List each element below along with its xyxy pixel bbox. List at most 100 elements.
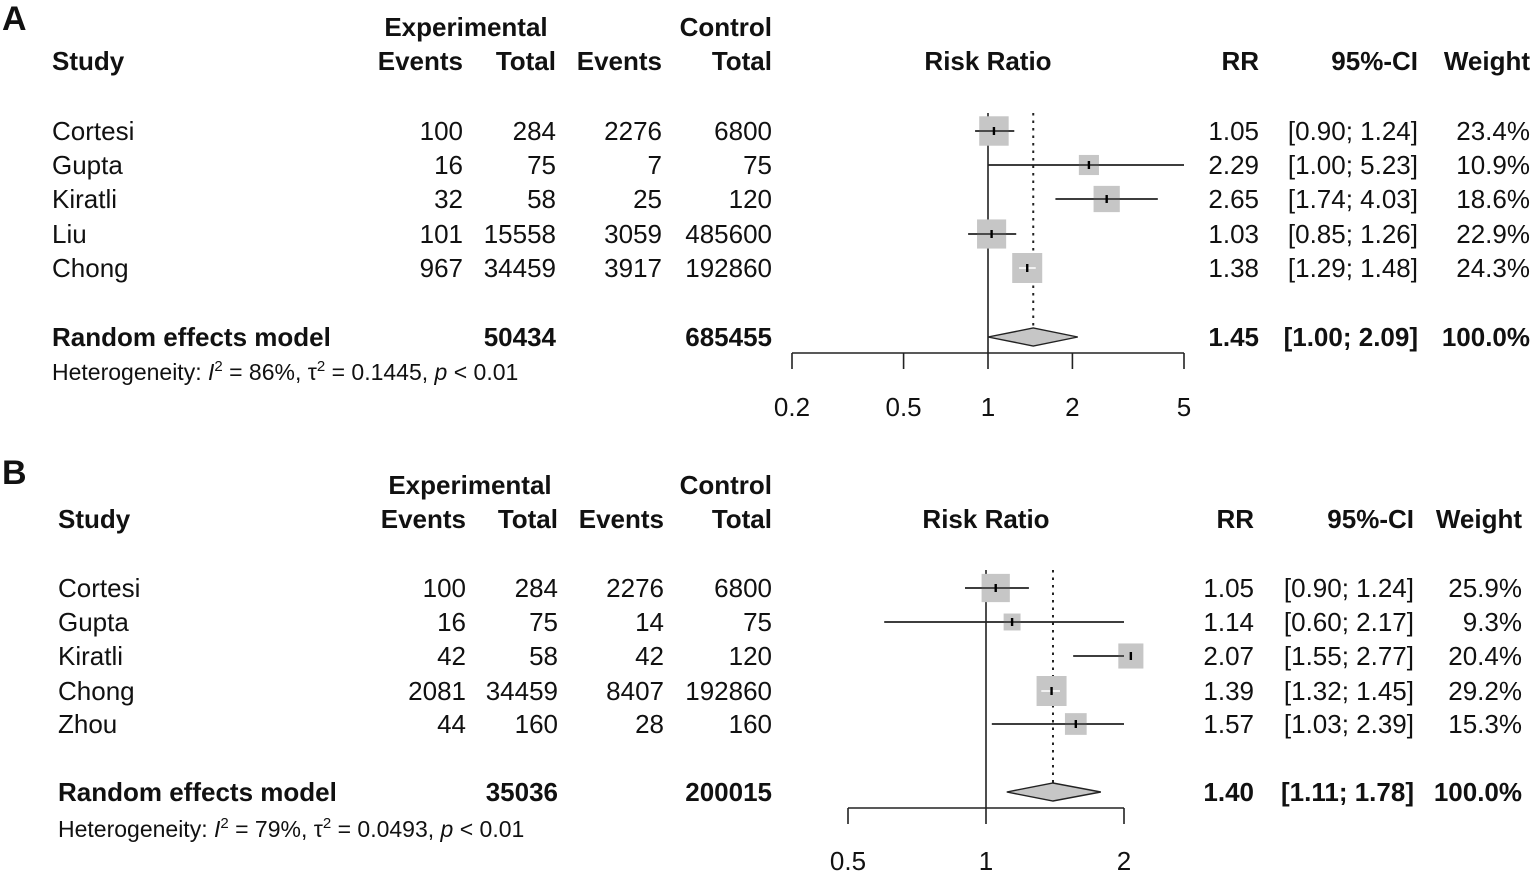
heterogeneity-text: Heterogeneity: I2 = 86%, τ2 = 0.1445, p … xyxy=(52,357,518,387)
header-exp-total: Total xyxy=(497,504,558,534)
exp-events-cell: 2081 xyxy=(408,676,466,706)
x-axis-tick-label: 0.5 xyxy=(830,846,866,876)
exp-events-cell: 44 xyxy=(437,709,466,739)
ctl-total-cell: 485600 xyxy=(685,219,772,249)
ctl-events-cell: 42 xyxy=(635,641,664,671)
weight-cell: 25.9% xyxy=(1448,573,1522,603)
heterogeneity-exponent: 2 xyxy=(322,815,332,832)
ci-cell: [1.29; 1.48] xyxy=(1287,253,1418,283)
model-ctl-total: 200015 xyxy=(685,777,772,807)
study-name: Kiratli xyxy=(58,641,124,671)
x-axis-tick-label: 2 xyxy=(1065,392,1079,422)
ctl-events-cell: 2276 xyxy=(606,573,664,603)
study-name: Zhou xyxy=(58,709,118,739)
header-control: Control xyxy=(679,12,772,42)
ctl-events-cell: 7 xyxy=(647,150,662,180)
header-ctl-events: Events xyxy=(576,46,662,76)
exp-total-cell: 15558 xyxy=(483,219,556,249)
study-name: Gupta xyxy=(58,607,129,637)
header-risk-ratio: Risk Ratio xyxy=(924,46,1052,76)
weight-cell: 22.9% xyxy=(1456,219,1530,249)
study-name: Kiratli xyxy=(52,184,118,214)
ci-cell: [0.85; 1.26] xyxy=(1287,219,1418,249)
exp-total-cell: 284 xyxy=(514,573,558,603)
heterogeneity-p-value: < 0.01 xyxy=(453,816,525,842)
ci-cell: [0.90; 1.24] xyxy=(1287,116,1418,146)
ctl-total-cell: 6800 xyxy=(714,573,772,603)
heterogeneity-text: Heterogeneity: I2 = 79%, τ2 = 0.0493, p … xyxy=(58,814,524,844)
ci-cell: [1.00; 5.23] xyxy=(1287,150,1418,180)
rr-cell: 1.03 xyxy=(1208,219,1259,249)
weight-cell: 18.6% xyxy=(1456,184,1530,214)
header-exp-events: Events xyxy=(380,504,466,534)
study-name: Chong xyxy=(52,253,129,283)
exp-total-cell: 75 xyxy=(529,607,558,637)
exp-events-cell: 100 xyxy=(422,573,466,603)
x-axis-tick-label: 1 xyxy=(981,392,995,422)
heterogeneity-prefix: Heterogeneity: xyxy=(58,816,214,842)
model-ci: [1.11; 1.78] xyxy=(1281,777,1414,807)
x-axis-tick-label: 2 xyxy=(1117,846,1131,876)
pooled-estimate-diamond xyxy=(1006,782,1101,802)
ctl-events-cell: 28 xyxy=(635,709,664,739)
ci-cell: [0.90; 1.24] xyxy=(1283,573,1414,603)
exp-events-cell: 16 xyxy=(437,607,466,637)
model-weight: 100.0% xyxy=(1441,322,1530,352)
heterogeneity-exponent: 2 xyxy=(316,358,326,375)
heterogeneity-tau2-value: = 0.0493, xyxy=(331,816,441,842)
study-name: Cortesi xyxy=(52,116,135,146)
ctl-events-cell: 2276 xyxy=(604,116,662,146)
header-ctl-total: Total xyxy=(711,504,772,534)
study-name: Cortesi xyxy=(58,573,141,603)
rr-cell: 1.05 xyxy=(1208,116,1259,146)
model-weight: 100.0% xyxy=(1433,777,1522,807)
ctl-total-cell: 75 xyxy=(743,607,772,637)
rr-cell: 1.05 xyxy=(1203,573,1254,603)
exp-events-cell: 32 xyxy=(434,184,463,214)
forest-plot-panel-a: A Experimental Control Study Events Total Even… xyxy=(0,0,1535,438)
exp-total-cell: 34459 xyxy=(485,676,558,706)
study-name: Liu xyxy=(52,219,87,249)
ctl-total-cell: 120 xyxy=(728,184,772,214)
model-ci: [1.00; 2.09] xyxy=(1283,322,1418,352)
rr-cell: 1.57 xyxy=(1203,709,1254,739)
x-axis-tick-label: 1 xyxy=(979,846,993,876)
exp-events-cell: 101 xyxy=(419,219,463,249)
model-rr: 1.45 xyxy=(1208,322,1259,352)
model-label: Random effects model xyxy=(52,322,331,352)
exp-events-cell: 16 xyxy=(434,150,463,180)
rr-cell: 1.38 xyxy=(1208,253,1259,283)
forest-plot: 0.2 0.5 1 2 5 xyxy=(774,113,1191,422)
heterogeneity-tau2-value: = 0.1445, xyxy=(325,359,435,385)
model-exp-total: 35036 xyxy=(485,777,558,807)
x-axis-tick-label: 5 xyxy=(1177,392,1191,422)
exp-total-cell: 58 xyxy=(529,641,558,671)
ctl-events-cell: 25 xyxy=(633,184,662,214)
header-ctl-total: Total xyxy=(711,46,772,76)
weight-cell: 10.9% xyxy=(1456,150,1530,180)
study-name: Gupta xyxy=(52,150,123,180)
header-exp-total: Total xyxy=(495,46,556,76)
panel-letter: B xyxy=(2,454,27,492)
weight-cell: 23.4% xyxy=(1456,116,1530,146)
header-weight: Weight xyxy=(1443,46,1530,76)
header-exp-events: Events xyxy=(377,46,463,76)
exp-total-cell: 75 xyxy=(527,150,556,180)
rr-cell: 2.29 xyxy=(1208,150,1259,180)
pooled-estimate-diamond xyxy=(987,327,1078,347)
header-rr: RR xyxy=(1216,504,1254,534)
x-axis-tick-label: 0.2 xyxy=(774,392,810,422)
header-control: Control xyxy=(679,470,772,500)
weight-cell: 20.4% xyxy=(1448,641,1522,671)
weight-cell: 9.3% xyxy=(1462,607,1522,637)
ctl-events-cell: 14 xyxy=(635,607,664,637)
ctl-events-cell: 3059 xyxy=(604,219,662,249)
header-experimental: Experimental xyxy=(384,12,548,42)
rr-cell: 2.07 xyxy=(1203,641,1254,671)
ctl-events-cell: 3917 xyxy=(604,253,662,283)
heterogeneity-tau-symbol: τ xyxy=(313,816,323,842)
heterogeneity-i-symbol: I xyxy=(213,816,221,842)
ctl-events-cell: 8407 xyxy=(606,676,664,706)
header-study: Study xyxy=(52,46,125,76)
forest-plot: 0.5 1 2 xyxy=(830,570,1144,876)
